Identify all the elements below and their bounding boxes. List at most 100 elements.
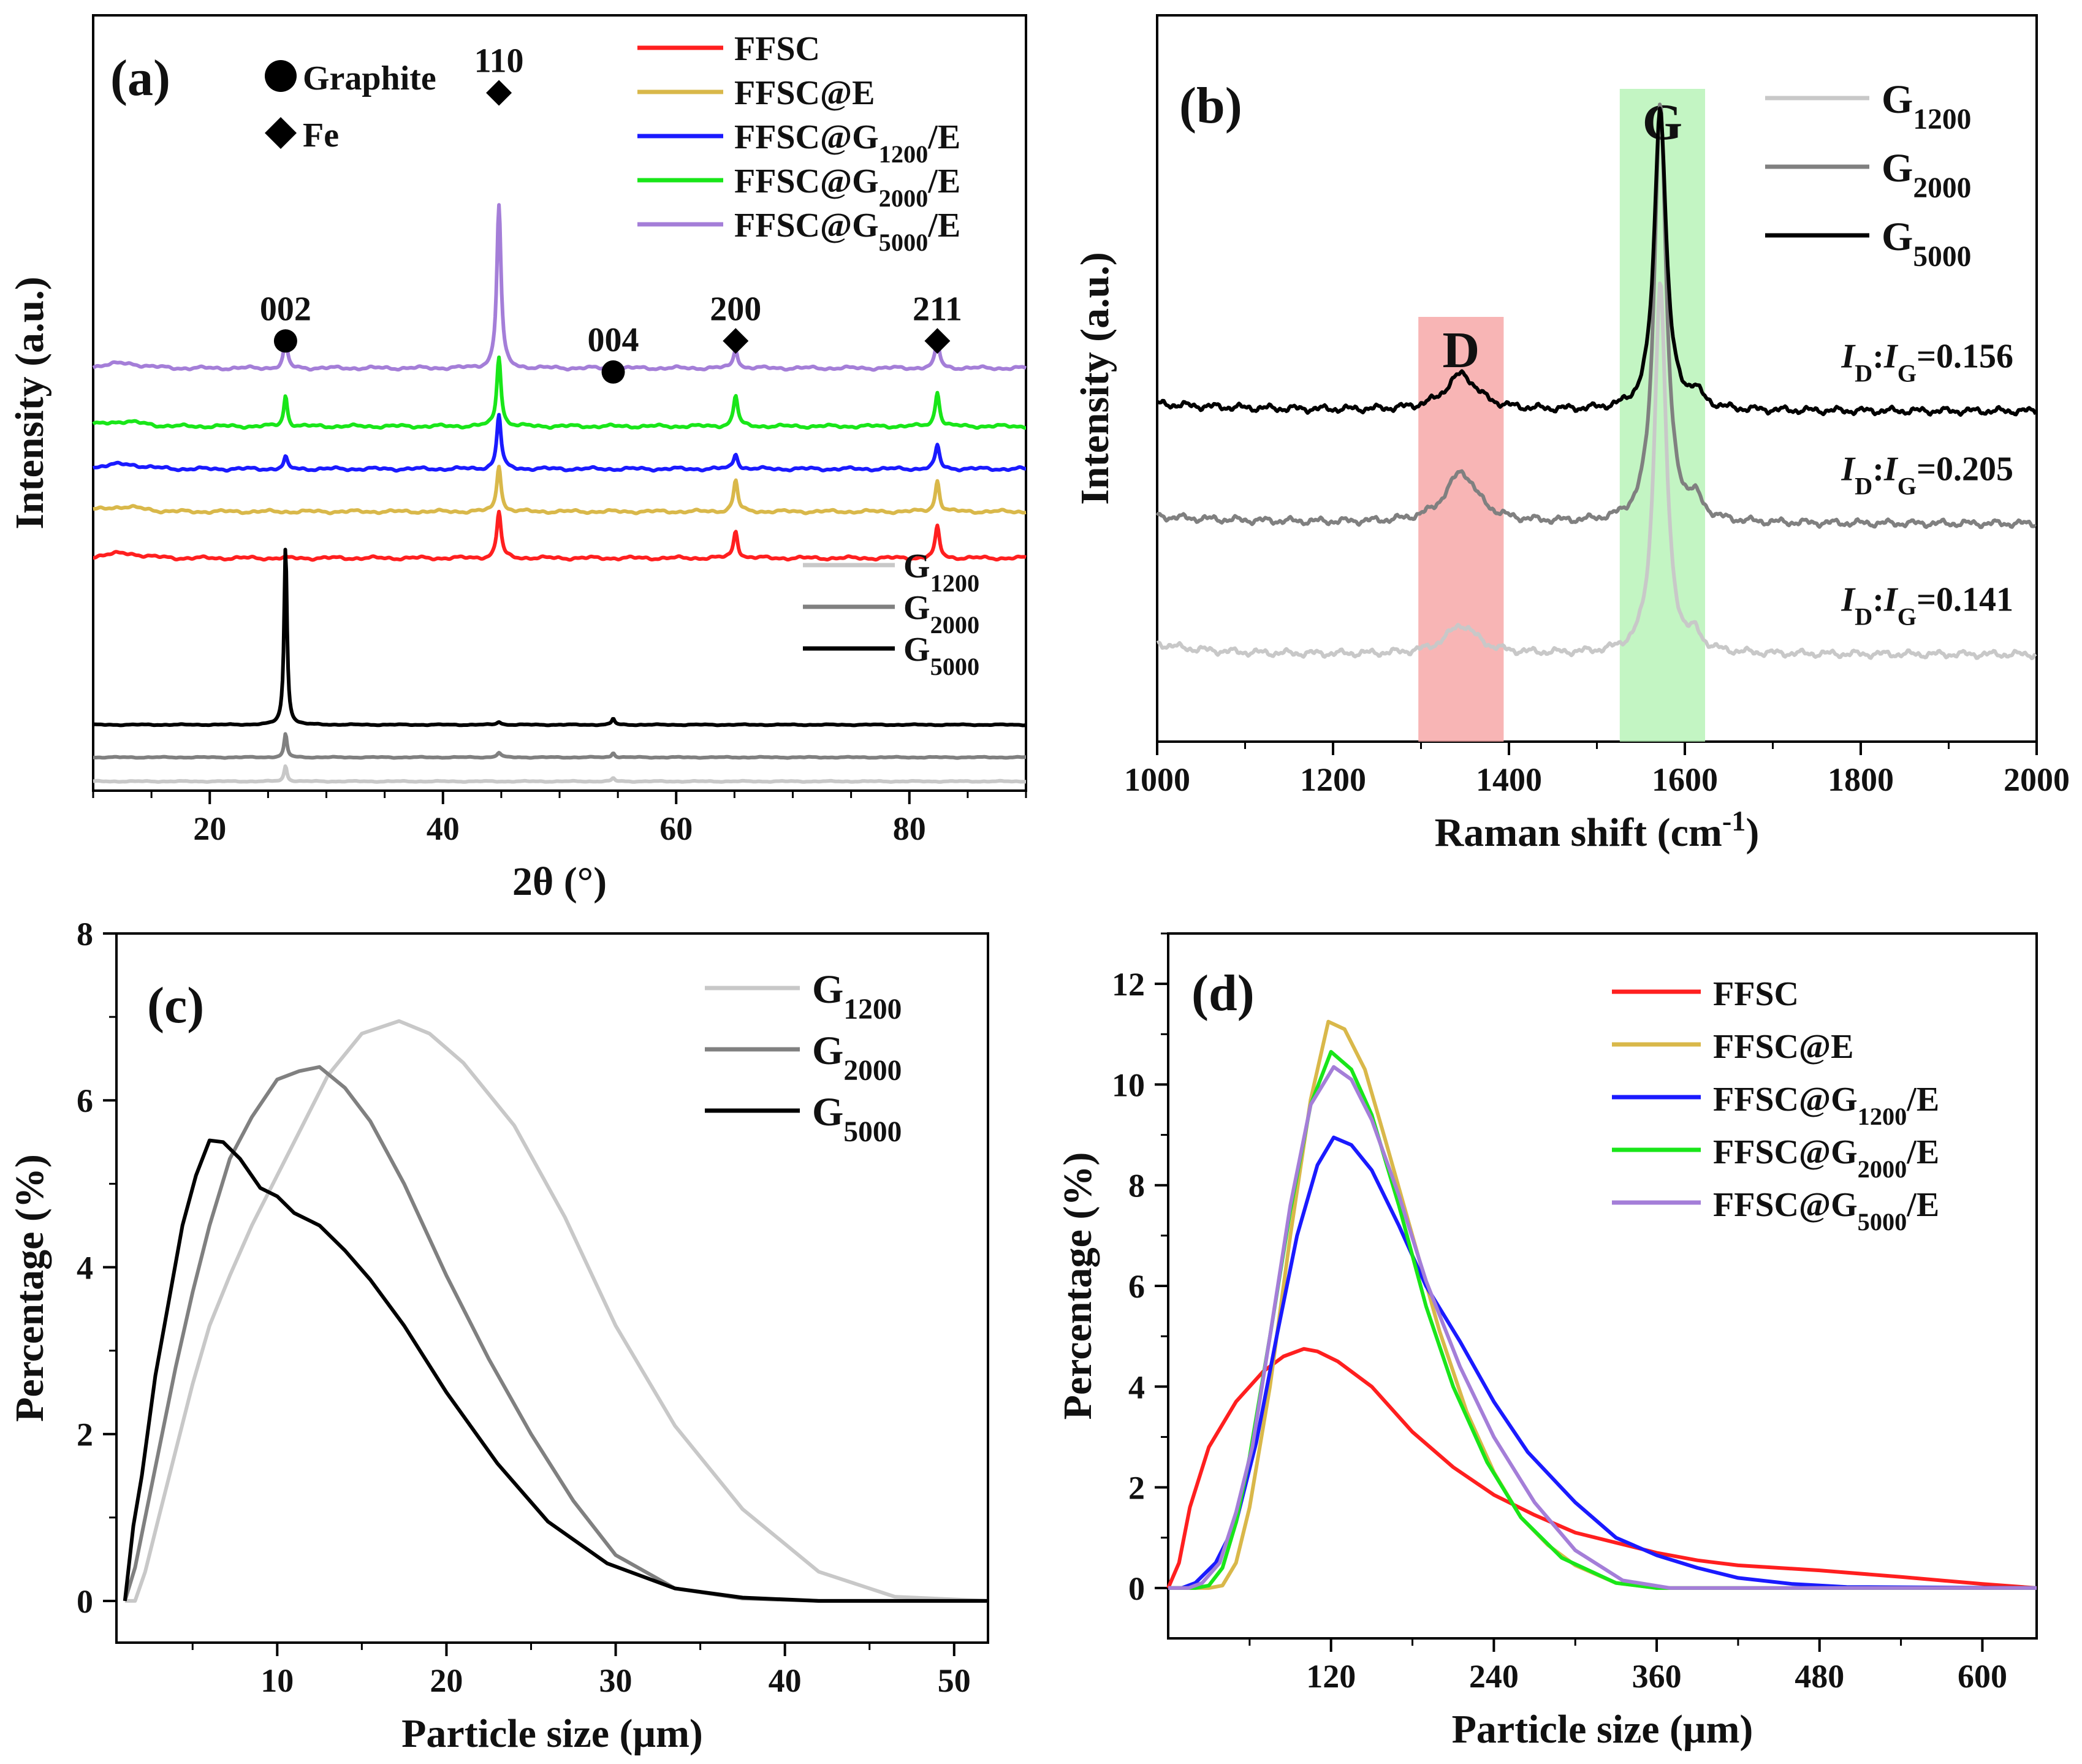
a-legend-label-FFSC@E: FFSC@E	[734, 74, 875, 112]
b-panel-label-part-0: (b)	[1179, 77, 1242, 134]
a-legend-marker-diamond	[265, 117, 297, 149]
b-ratio-label-G5000-part-3: I	[1883, 338, 1899, 376]
b-legend-label-G1200-part-0: G	[1882, 77, 1913, 122]
b-ratio-label-G2000-part-3: I	[1883, 450, 1899, 488]
a-series-line-FFSC@G2000/E	[92, 355, 1027, 430]
b-ratio-label-G1200-part-1: D	[1855, 603, 1872, 630]
d-x-axis-label-part-0: Particle size (μm)	[1452, 1707, 1753, 1752]
d-y-tick-label: 10	[1112, 1066, 1145, 1103]
a-legend-label-FFSC@G1200/E-part-2: /E	[927, 118, 960, 156]
d-legend-label-FFSC@G5000/E: FFSC@G5000/E	[1713, 1186, 1939, 1236]
d-legend-label-FFSC@G2000/E-part-0: FFSC@G	[1713, 1133, 1858, 1171]
a-legend-label-FFSC@E-part-0: FFSC@E	[734, 74, 875, 112]
c-y-axis-label: Percentage (%)	[7, 1154, 52, 1422]
c-legend-label-G5000-part-0: G	[812, 1090, 843, 1135]
b-legend-label-G1200: G1200	[1882, 77, 1971, 135]
c-x-axis-label-part-0: Particle size (μm)	[401, 1711, 703, 1756]
a-peak-label: 002	[260, 290, 311, 328]
c-x-tick-label: 30	[599, 1662, 633, 1699]
d-y-axis-label: Percentage (%)	[1055, 1152, 1100, 1420]
b-legend-label-G2000-part-1: 2000	[1913, 172, 1971, 204]
d-legend-label-FFSC@G2000/E-part-2: /E	[1906, 1133, 1939, 1171]
d-y-tick-label: 0	[1128, 1570, 1145, 1607]
a-legend-label-FFSC@G5000/E: FFSC@G5000/E	[734, 207, 960, 256]
panel-a-xrd: 20 40 60 80 2θ (°) Intensity (a.u.) 002 110 004 2…	[7, 14, 1027, 904]
c-series-line-G2000	[123, 1065, 988, 1603]
d-panel-label: (d)	[1191, 965, 1255, 1022]
b-ratio-label-G1200-part-3: I	[1883, 581, 1899, 619]
a-x-axis-label-part-0: 2θ (°)	[512, 859, 607, 904]
c-x-axis-label: Particle size (μm)	[401, 1711, 703, 1756]
d-x-tick-label: 240	[1469, 1658, 1519, 1695]
a-legend-label-FFSC: FFSC	[734, 30, 820, 68]
a-series-line-G5000	[92, 547, 1027, 728]
b-ratio-label-G2000: ID:IG=0.205	[1841, 450, 2013, 500]
c-legend-label-G1200: G1200	[812, 967, 902, 1025]
a-legend-label-G2000-part-1: 2000	[930, 611, 980, 639]
a-series-line-G2000	[92, 732, 1027, 760]
d-y-tick-label: 6	[1128, 1268, 1145, 1305]
a-legend-label-FFSC-part-0: FFSC	[734, 30, 820, 68]
b-x-tick-label: 1000	[1124, 761, 1190, 798]
a-x-tick-label: 20	[193, 810, 226, 847]
c-y-tick-label: 0	[77, 1583, 93, 1620]
a-peak-marker-circle	[601, 360, 625, 384]
d-legend-label-FFSC@G5000/E-part-0: FFSC@G	[1713, 1186, 1858, 1224]
d-y-tick-label: 8	[1128, 1168, 1145, 1204]
b-series-line-G1200	[1156, 281, 2037, 661]
d-x-tick-label: 600	[1958, 1658, 2007, 1695]
c-legend-label-G5000: G5000	[812, 1090, 902, 1148]
a-peak-label: 200	[710, 290, 761, 328]
d-legend-label-FFSC@G5000/E-part-1: 5000	[1858, 1208, 1907, 1236]
d-legend-label-FFSC@G1200/E-part-1: 1200	[1858, 1103, 1907, 1130]
d-legend-label-FFSC@G1200/E-part-2: /E	[1906, 1081, 1939, 1119]
b-panel-label: (b)	[1179, 77, 1242, 134]
b-x-tick-label: 2000	[2004, 761, 2070, 798]
a-legend-label-FFSC@G2000/E-part-2: /E	[927, 162, 960, 200]
d-legend-label-FFSC@G1200/E: FFSC@G1200/E	[1713, 1081, 1939, 1130]
a-legend-label-fe-part-0: Fe	[303, 116, 339, 154]
b-legend-label-G2000: G2000	[1882, 146, 1971, 204]
b-ratio-label-G2000-part-1: D	[1855, 472, 1872, 500]
c-panel-label: (c)	[147, 977, 204, 1034]
b-ratio-label-G2000-part-2: :	[1872, 450, 1884, 488]
d-series-line-FFSC	[1166, 1347, 2037, 1590]
c-legend-label-G2000: G2000	[812, 1028, 902, 1087]
c-x-tick-label: 10	[260, 1662, 294, 1699]
a-legend-label-G5000-part-0: G	[903, 631, 930, 669]
a-legend-label-G2000-part-0: G	[903, 589, 930, 627]
a-legend-label-FFSC@G2000/E: FFSC@G2000/E	[734, 162, 960, 212]
b-ratio-label-G5000-part-2: :	[1872, 338, 1884, 376]
d-legend-label-FFSC@G5000/E-part-2: /E	[1906, 1186, 1939, 1224]
b-legend-label-G5000: G5000	[1882, 215, 1971, 273]
c-legend-label-G1200-part-1: 1200	[843, 994, 902, 1025]
a-panel-label-part-0: (a)	[110, 50, 170, 107]
a-legend-label-FFSC@G2000/E-part-0: FFSC@G	[734, 162, 879, 200]
a-peak-label: 211	[913, 290, 962, 328]
c-y-tick-label: 2	[77, 1416, 93, 1453]
b-x-axis-label: Raman shift (cm-1)	[1435, 805, 1760, 856]
d-y-tick-label: 12	[1112, 966, 1145, 1003]
b-y-axis-label: Intensity (a.u.)	[1073, 252, 1117, 505]
b-band-label-D-part-0: D	[1442, 322, 1480, 379]
b-ratio-label-G5000: ID:IG=0.156	[1841, 338, 2013, 387]
b-legend-label-G2000-part-0: G	[1882, 146, 1913, 191]
c-x-tick-label: 50	[938, 1662, 971, 1699]
a-peak-marker-diamond	[924, 328, 951, 354]
a-peak-marker-diamond	[486, 80, 512, 106]
a-x-tick-label: 80	[893, 810, 926, 847]
b-ratio-label-G5000-part-4: G	[1898, 359, 1917, 387]
a-plot-frame	[92, 14, 1027, 792]
b-x-tick-label: 1400	[1476, 761, 1542, 798]
a-legend-label-FFSC@G2000/E-part-1: 2000	[879, 184, 929, 212]
b-x-tick-label: 1800	[1828, 761, 1894, 798]
a-series-line-FFSC	[92, 509, 1027, 562]
a-legend-label-FFSC@G1200/E: FFSC@G1200/E	[734, 118, 960, 168]
b-band-D	[1418, 317, 1504, 742]
b-ratio-label-G5000-part-5: =0.156	[1917, 338, 2013, 376]
a-x-axis-label: 2θ (°)	[512, 859, 607, 904]
a-peak-marker-diamond	[723, 328, 749, 354]
b-ratio-label-G1200-part-0: I	[1841, 581, 1856, 619]
